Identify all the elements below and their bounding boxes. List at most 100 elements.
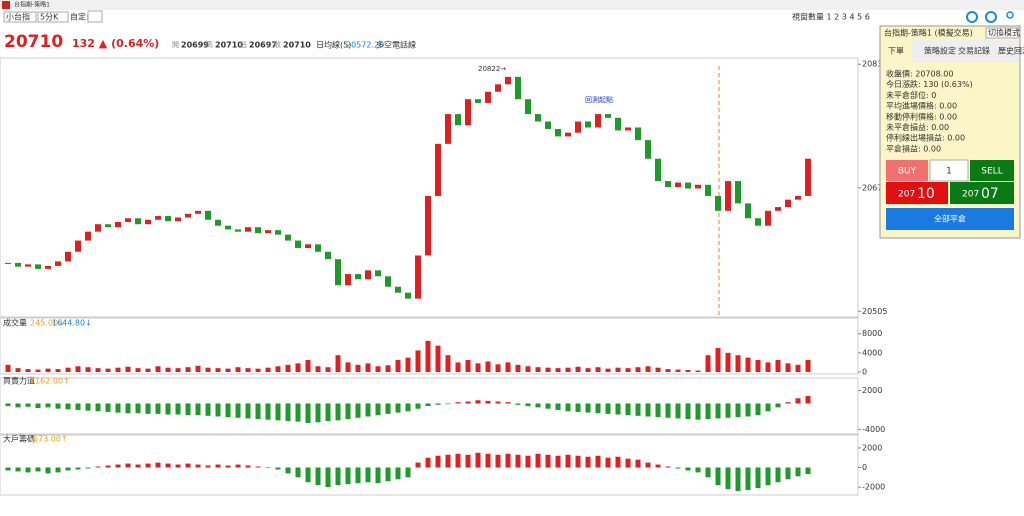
bar <box>695 403 701 420</box>
candle <box>775 207 781 211</box>
icon-refresh[interactable] <box>985 11 997 23</box>
close-all-label: 全部平倉 <box>934 214 966 224</box>
bar <box>235 403 241 418</box>
bar <box>635 459 641 468</box>
icon-user[interactable] <box>1006 11 1014 19</box>
mode-button[interactable] <box>985 27 1019 39</box>
info-line: 停利線出場損益: 0.00 <box>886 133 965 143</box>
candle <box>635 127 641 141</box>
app-icon <box>2 1 10 9</box>
symbol-select[interactable] <box>3 11 37 23</box>
candle <box>75 240 81 252</box>
candle <box>205 210 211 220</box>
bar <box>125 366 131 372</box>
bar <box>415 403 421 409</box>
bar <box>55 403 61 409</box>
bid-b: 10 <box>917 186 935 202</box>
candle <box>215 219 221 226</box>
bar <box>105 368 111 372</box>
bar <box>215 464 221 468</box>
candle <box>565 132 571 137</box>
bar <box>135 403 141 414</box>
bar <box>755 360 761 372</box>
candle <box>455 114 461 126</box>
bar <box>335 403 341 421</box>
bar <box>125 463 131 468</box>
tab: 策略設定 <box>924 46 956 56</box>
bar <box>455 362 461 372</box>
qty-input[interactable] <box>929 159 969 182</box>
candle <box>105 224 111 228</box>
sell-button[interactable] <box>970 160 1014 181</box>
bar <box>55 369 61 372</box>
y-tick-label: 20505 <box>862 307 887 316</box>
ohlc-value: 20697 <box>249 41 277 50</box>
sell-label: SELL <box>981 167 1002 177</box>
bar <box>145 463 151 468</box>
candle <box>325 251 331 260</box>
icon-signal[interactable] <box>966 11 978 23</box>
bar <box>35 403 41 409</box>
bar <box>355 364 361 372</box>
pane-frame <box>0 317 859 375</box>
bar <box>555 455 561 468</box>
candle <box>765 210 771 226</box>
bar <box>415 350 421 372</box>
y-tick-label: 4000 <box>862 348 882 357</box>
bar <box>165 367 171 372</box>
bar <box>475 400 481 404</box>
ask-box[interactable] <box>950 182 1014 204</box>
bar <box>175 403 181 415</box>
candle <box>725 181 731 211</box>
bar <box>145 368 151 372</box>
candle <box>415 255 421 299</box>
bar <box>395 360 401 372</box>
pane-name: 成交量 <box>3 318 27 328</box>
bar <box>115 464 121 468</box>
candle <box>25 264 31 267</box>
candle <box>795 195 801 200</box>
bar <box>425 340 431 372</box>
bar <box>615 403 621 415</box>
pane-readout: 245.00↓ <box>30 319 65 328</box>
bar <box>35 467 41 472</box>
bar <box>675 403 681 419</box>
custom-input[interactable] <box>87 10 103 23</box>
bar <box>205 403 211 416</box>
bar <box>495 454 501 468</box>
bar <box>595 455 601 468</box>
bar <box>275 467 281 470</box>
bar <box>725 352 731 372</box>
period-select[interactable] <box>37 11 69 23</box>
buy-button[interactable] <box>886 160 928 181</box>
bid-box[interactable] <box>886 182 948 204</box>
y-tick-label: 20671 <box>862 183 887 192</box>
candle <box>785 199 791 208</box>
bar <box>445 454 451 468</box>
bar <box>295 467 301 478</box>
tab: 交易記錄 <box>958 46 990 56</box>
bar <box>345 362 351 372</box>
bar <box>475 363 481 372</box>
bar <box>315 403 321 423</box>
bar <box>205 367 211 372</box>
bar <box>705 467 711 478</box>
bar <box>235 367 241 372</box>
candle <box>315 244 321 252</box>
bar <box>695 467 701 473</box>
bar <box>535 367 541 372</box>
bar <box>225 368 231 372</box>
bar <box>65 403 71 410</box>
candle <box>35 264 41 269</box>
bar <box>635 403 641 416</box>
bar <box>715 348 721 372</box>
close-all-button[interactable] <box>886 208 1014 230</box>
bar <box>465 360 471 372</box>
bar <box>605 457 611 468</box>
bar <box>345 403 351 420</box>
bar <box>125 403 131 414</box>
tab-active <box>881 40 911 62</box>
ma-label: 日均線(5) <box>316 40 351 50</box>
bar <box>285 364 291 372</box>
candle <box>545 121 551 129</box>
